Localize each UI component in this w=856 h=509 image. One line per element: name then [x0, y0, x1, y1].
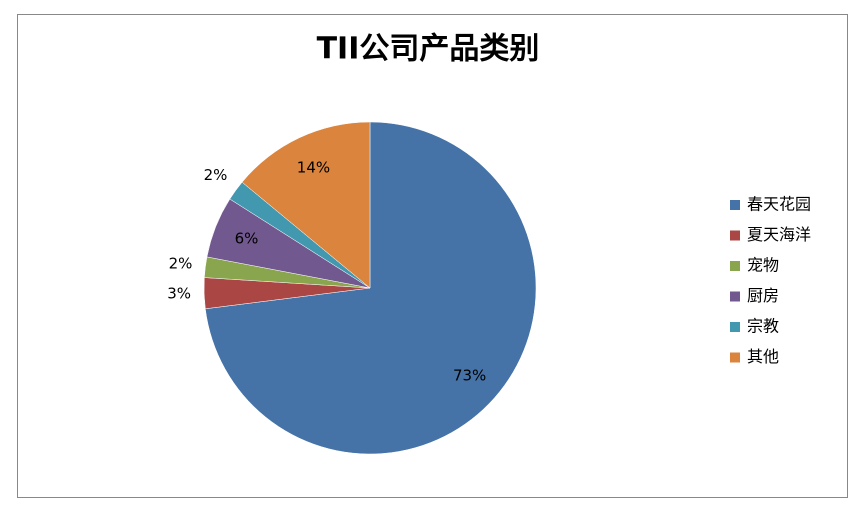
legend-swatch — [730, 230, 740, 241]
legend-swatch — [730, 200, 740, 210]
data-label: 6% — [235, 230, 259, 248]
legend-label: 厨房 — [747, 286, 779, 305]
legend-label: 宠物 — [747, 256, 779, 275]
legend-swatch — [730, 322, 740, 332]
pie-slice — [241, 121, 371, 289]
legend-swatch — [730, 352, 740, 363]
pie-slice — [205, 121, 537, 455]
legend-label: 春天花园 — [747, 195, 811, 214]
data-label: 3% — [167, 284, 191, 302]
legend-label: 夏天海洋 — [747, 225, 811, 244]
chart-title: TII公司产品类别 — [317, 32, 540, 67]
legend-swatch — [730, 261, 740, 271]
legend-label: 宗教 — [747, 317, 779, 336]
data-label: 73% — [453, 366, 486, 384]
legend-label: 其他 — [747, 347, 779, 366]
data-label: 2% — [204, 166, 228, 184]
legend-swatch — [730, 291, 740, 302]
data-label: 14% — [297, 158, 330, 176]
data-label: 2% — [169, 255, 193, 273]
